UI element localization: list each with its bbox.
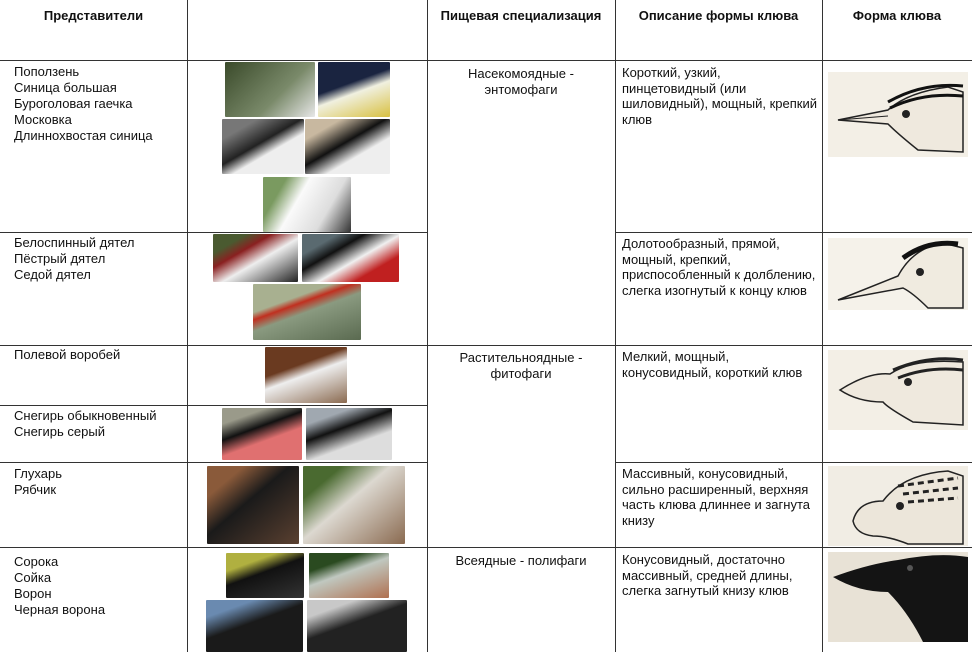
- specialization: Всеядные - полифаги: [455, 553, 587, 568]
- beak-drawing: [828, 350, 968, 430]
- bird-photo: [207, 466, 299, 544]
- row-border: [0, 405, 427, 406]
- bird-name: Сойка: [14, 570, 52, 585]
- bird-name: Поползень: [14, 64, 80, 79]
- bird-photo: [307, 600, 407, 652]
- specialization: Насекомоядные - энтомофаги: [468, 66, 574, 97]
- bird-name: Глухарь: [14, 466, 62, 481]
- column-border: [822, 0, 823, 652]
- representatives: Сорока Сойка Ворон Черная ворона: [14, 554, 105, 618]
- column-border: [615, 0, 616, 652]
- header-cell: Представители: [43, 8, 144, 23]
- bird-photo: [253, 284, 361, 340]
- bird-name: Длиннохвостая синица: [14, 128, 153, 143]
- header-cell: Описание формы клюва: [638, 8, 799, 23]
- specialization: Растительноядные - фитофаги: [459, 350, 583, 381]
- bird-name: Снегирь серый: [14, 424, 105, 439]
- row-border: [0, 462, 427, 463]
- bird-name: Ворон: [14, 586, 52, 601]
- beak-description: Короткий, узкий, пинцетовидный (или шило…: [622, 65, 818, 127]
- beak-drawing: [828, 552, 968, 642]
- representatives: Снегирь обыкновенный Снегирь серый: [14, 408, 157, 440]
- bird-photo: [305, 119, 390, 174]
- beak-drawing: [828, 72, 968, 157]
- row-border: [615, 232, 972, 233]
- bird-photo: [206, 600, 303, 652]
- row-border: [0, 547, 972, 548]
- bird-photo: [226, 553, 304, 598]
- bird-name: Белоспинный дятел: [14, 235, 135, 250]
- bird-photo: [306, 408, 392, 460]
- representatives: Поползень Синица большая Буроголовая гаечк…: [14, 64, 153, 144]
- header-cell: Пищевая специализация: [440, 8, 602, 23]
- bird-name: Седой дятел: [14, 267, 91, 282]
- bird-name: Снегирь обыкновенный: [14, 408, 157, 423]
- beak-drawing: [828, 238, 968, 310]
- bird-name: Рябчик: [14, 482, 57, 497]
- bird-photo: [222, 408, 302, 460]
- representatives: Полевой воробей: [14, 347, 120, 363]
- bird-photo: [265, 347, 347, 403]
- bird-name: Черная ворона: [14, 602, 106, 617]
- row-border: [0, 345, 972, 346]
- bird-photo: [222, 119, 304, 174]
- beak-description: Мелкий, мощный, конусовидный, короткий к…: [622, 349, 803, 380]
- bird-photo: [309, 553, 389, 598]
- bird-photo: [302, 234, 399, 282]
- bird-photo: [318, 62, 390, 117]
- bird-name: Полевой воробей: [14, 347, 121, 362]
- bird-photo: [263, 177, 351, 232]
- bird-photo: [303, 466, 405, 544]
- beak-description: Массивный, конусовидный, сильно расширен…: [622, 466, 810, 528]
- bird-name: Синица большая: [14, 80, 117, 95]
- bird-name: Буроголовая гаечка: [14, 96, 133, 111]
- column-border: [427, 0, 428, 652]
- representatives: Глухарь Рябчик: [14, 466, 62, 498]
- row-border: [615, 462, 972, 463]
- representatives: Белоспинный дятел Пёстрый дятел Седой дяте…: [14, 235, 135, 283]
- column-border: [187, 0, 188, 652]
- row-border: [0, 60, 972, 61]
- beak-drawing: [828, 466, 968, 546]
- bird-name: Сорока: [14, 554, 59, 569]
- bird-name: Пёстрый дятел: [14, 251, 106, 266]
- beak-description: Конусовидный, достаточно массивный, сред…: [622, 552, 793, 598]
- bird-photo: [213, 234, 298, 282]
- header-cell: Форма клюва: [852, 8, 942, 23]
- beak-description: Долотообразный, прямой, мощный, крепкий,…: [622, 236, 816, 298]
- row-border: [0, 232, 427, 233]
- bird-photo: [225, 62, 315, 117]
- bird-name: Московка: [14, 112, 72, 127]
